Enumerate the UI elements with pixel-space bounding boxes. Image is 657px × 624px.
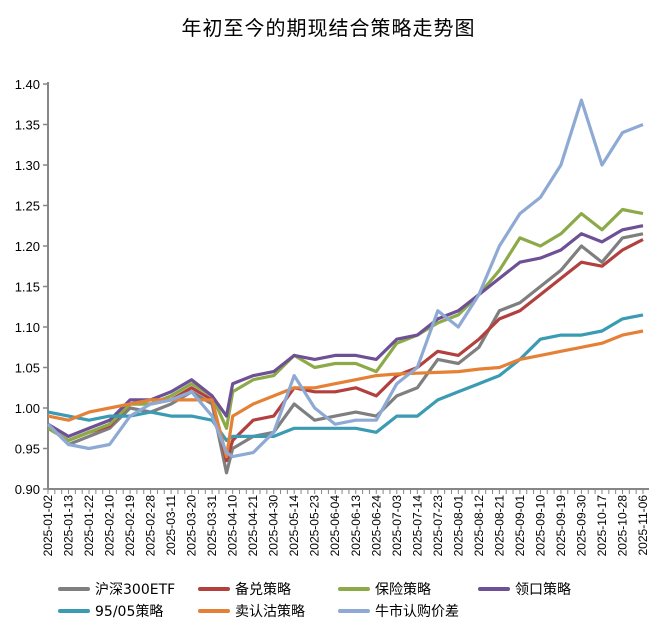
- x-tick-label: 2025-01-22: [82, 495, 96, 557]
- x-tick-label: 2025-09-01: [513, 495, 527, 557]
- legend-label: 保险策略: [375, 582, 431, 598]
- legend-label: 沪深300ETF: [95, 582, 176, 598]
- legend-label: 95/05策略: [95, 604, 164, 620]
- y-tick-label: 0.90: [15, 482, 40, 497]
- x-tick-label: 2025-02-19: [123, 495, 137, 557]
- x-tick-label: 2025-02-28: [144, 495, 158, 557]
- x-tick-label: 2025-09-30: [574, 495, 588, 557]
- x-tick-label: 2025-07-23: [431, 495, 445, 557]
- y-tick-label: 1.10: [15, 320, 40, 335]
- legend-label: 卖认沽策略: [235, 604, 305, 620]
- series-line-2: [47, 207, 644, 442]
- x-tick-label: 2025-08-12: [472, 495, 486, 557]
- y-tick-label: 1.35: [15, 118, 40, 133]
- legend-swatch: [198, 587, 230, 591]
- x-tick-label: 2025-08-01: [451, 495, 465, 557]
- y-tick-label: 1.05: [15, 361, 40, 376]
- legend-item: 领口策略: [478, 579, 571, 599]
- x-tick-label: 2025-06-04: [328, 495, 342, 557]
- legend-swatch: [58, 609, 90, 613]
- legend-item: 保险策略: [338, 579, 431, 599]
- x-tick-label: 2025-01-02: [41, 495, 55, 557]
- y-tick-label: 1.00: [15, 401, 40, 416]
- series-line-5: [47, 329, 644, 459]
- x-tick-label: 2025-10-28: [615, 495, 629, 557]
- legend-item: 备兑策略: [198, 579, 291, 599]
- x-tick-label: 2025-07-14: [410, 495, 424, 557]
- legend-swatch: [338, 587, 370, 591]
- legend-swatch: [478, 587, 510, 591]
- x-tick-label: 2025-01-13: [62, 495, 76, 557]
- legend-swatch: [58, 587, 90, 591]
- x-tick-label: 2025-08-21: [492, 495, 506, 557]
- x-tick-label: 2025-02-10: [103, 495, 117, 557]
- x-tick-label: 2025-03-31: [205, 495, 219, 557]
- x-tick-label: 2025-11-06: [636, 495, 650, 556]
- x-tick-label: 2025-04-21: [246, 495, 260, 557]
- x-tick-label: 2025-04-10: [226, 495, 240, 557]
- legend-label: 牛市认购价差: [375, 604, 459, 620]
- y-tick-label: 1.40: [15, 77, 40, 92]
- legend-item: 沪深300ETF: [58, 579, 175, 599]
- x-tick-label: 2025-06-24: [369, 495, 383, 557]
- x-tick-label: 2025-05-14: [287, 495, 301, 557]
- x-tick-label: 2025-10-17: [595, 495, 609, 557]
- y-tick-label: 0.95: [15, 442, 40, 457]
- series-line-4: [47, 313, 644, 442]
- x-tick-label: 2025-03-11: [164, 495, 178, 556]
- legend-label: 备兑策略: [235, 582, 291, 598]
- x-tick-label: 2025-06-13: [349, 495, 363, 557]
- legend-item: 卖认沽策略: [198, 601, 305, 621]
- x-tick-label: 2025-07-03: [390, 495, 404, 557]
- legend-item: 牛市认购价差: [338, 601, 459, 621]
- x-tick-label: 2025-05-23: [308, 495, 322, 557]
- x-tick-label: 2025-03-20: [185, 495, 199, 557]
- y-tick-label: 1.25: [15, 199, 40, 214]
- y-tick-label: 1.20: [15, 239, 40, 254]
- chart-title: 年初至今的期现结合策略走势图: [181, 16, 476, 40]
- legend-swatch: [338, 609, 370, 613]
- y-tick-label: 1.15: [15, 280, 40, 295]
- x-tick-label: 2025-09-19: [554, 495, 568, 557]
- y-tick-label: 1.30: [15, 158, 40, 173]
- x-tick-label: 2025-09-10: [533, 495, 547, 557]
- series-line-6: [46, 98, 644, 459]
- legend-label: 领口策略: [515, 582, 571, 598]
- legend-swatch: [198, 609, 230, 613]
- x-tick-label: 2025-04-30: [267, 495, 281, 557]
- legend-item: 95/05策略: [58, 601, 163, 621]
